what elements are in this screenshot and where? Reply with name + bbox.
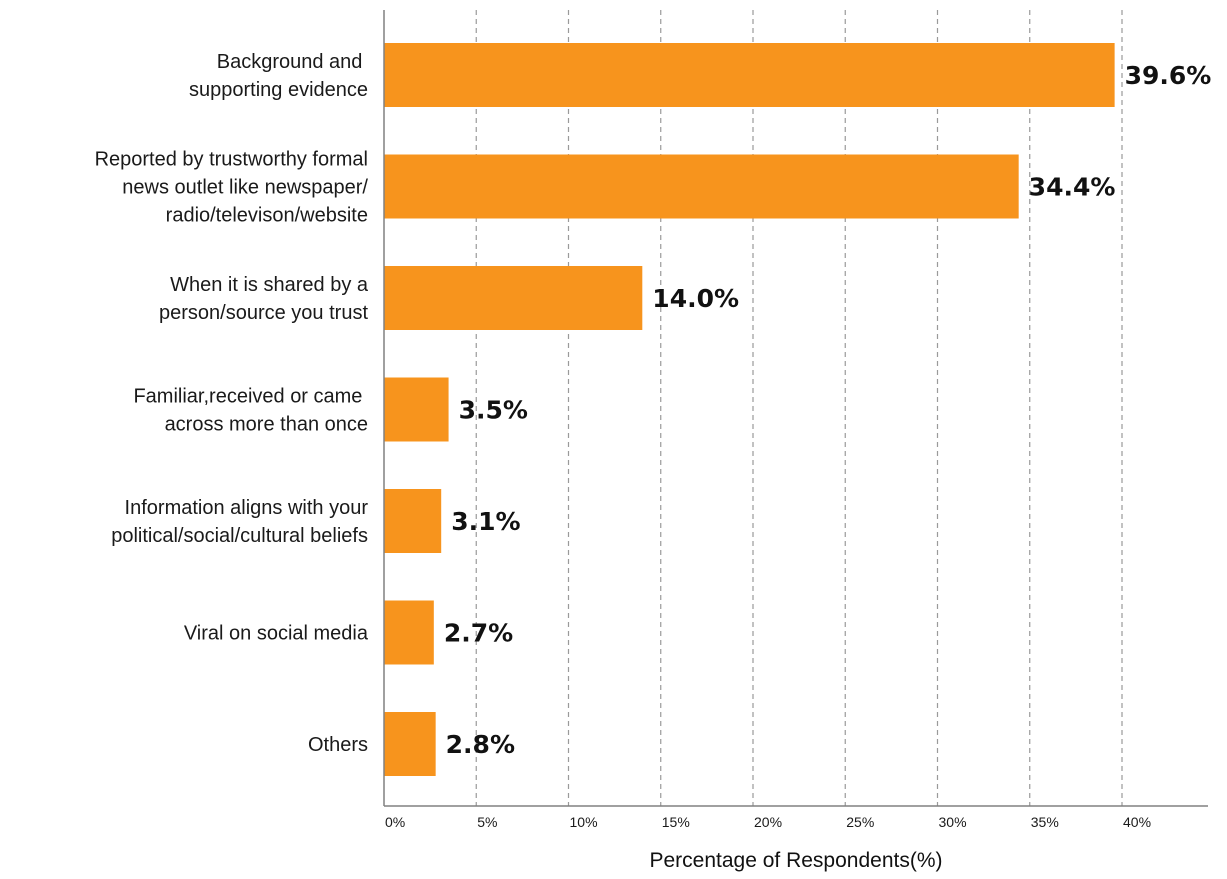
value-labels: 39.6% 34.4% 14.0% 3.5% 3.1% 2.7% 2.8% — [444, 61, 1212, 759]
bar — [384, 154, 1019, 219]
category-label: Others — [308, 734, 368, 756]
data-label: 3.1% — [451, 507, 520, 536]
x-tick-label: 5% — [477, 814, 497, 830]
category-label: When it is shared by a person/source you … — [159, 274, 369, 324]
x-axis-title: Percentage of Respondents(%) — [649, 849, 942, 872]
category-label-line: Others — [308, 734, 368, 756]
category-label-line: person/source you trust — [159, 302, 368, 324]
bar — [384, 489, 442, 553]
axes — [383, 10, 1208, 807]
bar — [384, 712, 436, 776]
category-label-line: When it is shared by a — [170, 274, 369, 296]
bar — [384, 600, 434, 665]
category-label-line: Reported by trustworthy formal — [95, 149, 368, 171]
bar — [384, 43, 1115, 107]
x-tick-label: 15% — [662, 814, 690, 830]
category-label-line: Information aligns with your — [125, 497, 369, 519]
x-tick-label: 10% — [570, 814, 598, 830]
category-label: Familiar,received or came across more th… — [133, 386, 368, 436]
category-label-line: news outlet like newspaper/ — [122, 177, 368, 199]
data-label: 2.8% — [446, 730, 515, 759]
category-label-line: supporting evidence — [189, 79, 368, 101]
data-label: 39.6% — [1125, 61, 1212, 90]
category-label-line: Familiar,received or came — [133, 386, 368, 408]
category-label-line: political/social/cultural beliefs — [111, 525, 368, 547]
grid-lines — [475, 10, 1123, 806]
category-label-line: across more than once — [165, 414, 368, 436]
category-label-line: Viral on social media — [184, 623, 369, 645]
x-tick-labels: 0% 5% 10% 15% 20% 25% 30% 35% 40% — [385, 814, 1151, 830]
x-tick-label: 30% — [939, 814, 967, 830]
category-label: Viral on social media — [184, 623, 369, 645]
category-labels: Background and supporting evidence Report… — [95, 51, 369, 756]
bars — [384, 43, 1115, 776]
category-label-line: radio/televison/website — [166, 205, 368, 227]
x-tick-label: 25% — [846, 814, 874, 830]
bar — [384, 377, 449, 442]
category-label: Information aligns with your political/so… — [111, 497, 368, 547]
x-tick-label: 35% — [1031, 814, 1059, 830]
data-label: 34.4% — [1029, 173, 1116, 202]
data-label: 14.0% — [652, 284, 739, 313]
bar — [384, 266, 643, 330]
category-label: Reported by trustworthy formal news outle… — [95, 149, 369, 227]
x-tick-label: 20% — [754, 814, 782, 830]
x-tick-label: 0% — [385, 814, 405, 830]
data-label: 2.7% — [444, 619, 513, 648]
data-label: 3.5% — [459, 396, 528, 425]
category-label-line: Background and — [217, 51, 368, 73]
x-tick-label: 40% — [1123, 814, 1151, 830]
category-label: Background and supporting evidence — [189, 51, 368, 101]
